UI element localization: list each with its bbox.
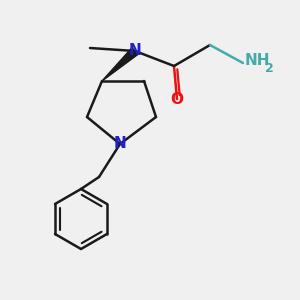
- Text: 2: 2: [266, 62, 274, 75]
- Text: N: N: [129, 44, 141, 59]
- Text: NH: NH: [244, 53, 270, 68]
- Text: O: O: [170, 92, 184, 106]
- Text: N: N: [114, 136, 126, 152]
- Polygon shape: [102, 48, 138, 81]
